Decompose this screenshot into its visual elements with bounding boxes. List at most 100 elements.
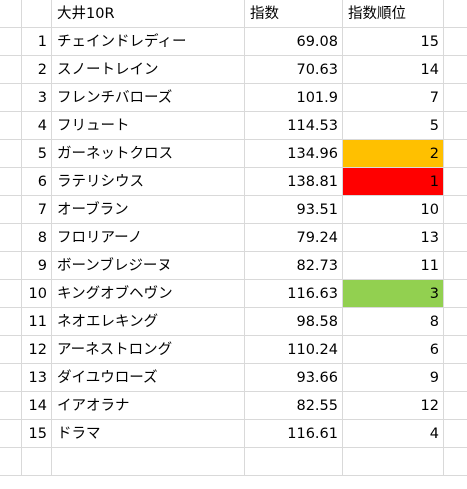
- blank-cell[interactable]: [444, 392, 467, 420]
- blank-cell[interactable]: [0, 0, 22, 28]
- index-value-cell[interactable]: 82.55: [245, 392, 343, 420]
- horse-name-cell[interactable]: ダイユウローズ: [52, 364, 245, 392]
- blank-cell[interactable]: [0, 280, 22, 308]
- row-number-cell[interactable]: 6: [22, 168, 52, 196]
- blank-cell[interactable]: [22, 0, 52, 28]
- row-number-cell[interactable]: 15: [22, 420, 52, 448]
- horse-name-cell[interactable]: イアオラナ: [52, 392, 245, 420]
- blank-cell[interactable]: [0, 84, 22, 112]
- blank-cell[interactable]: [444, 308, 467, 336]
- row-number-cell[interactable]: 1: [22, 28, 52, 56]
- horse-name-cell[interactable]: スノートレイン: [52, 56, 245, 84]
- race-name-header[interactable]: 大井10R: [52, 0, 245, 28]
- blank-cell[interactable]: [0, 420, 22, 448]
- rank-value-cell[interactable]: 10: [343, 196, 444, 224]
- blank-cell[interactable]: [444, 84, 467, 112]
- horse-name-cell[interactable]: アーネストロング: [52, 336, 245, 364]
- blank-cell[interactable]: [444, 224, 467, 252]
- blank-cell[interactable]: [0, 336, 22, 364]
- row-number-cell[interactable]: 13: [22, 364, 52, 392]
- rank-value-cell[interactable]: 5: [343, 112, 444, 140]
- row-number-cell[interactable]: 4: [22, 112, 52, 140]
- blank-cell[interactable]: [444, 56, 467, 84]
- rank-value-cell[interactable]: 2: [343, 140, 444, 168]
- index-value-cell[interactable]: 116.63: [245, 280, 343, 308]
- index-value-cell[interactable]: 98.58: [245, 308, 343, 336]
- blank-cell[interactable]: [343, 448, 444, 476]
- horse-name-cell[interactable]: ネオエレキング: [52, 308, 245, 336]
- index-value-cell[interactable]: 116.61: [245, 420, 343, 448]
- blank-cell[interactable]: [52, 448, 245, 476]
- rank-value-cell[interactable]: 12: [343, 392, 444, 420]
- blank-cell[interactable]: [0, 28, 22, 56]
- horse-name-cell[interactable]: ラテリシウス: [52, 168, 245, 196]
- blank-cell[interactable]: [22, 448, 52, 476]
- index-value-cell[interactable]: 138.81: [245, 168, 343, 196]
- blank-cell[interactable]: [444, 140, 467, 168]
- index-value-cell[interactable]: 93.51: [245, 196, 343, 224]
- blank-cell[interactable]: [444, 280, 467, 308]
- rank-value-cell[interactable]: 15: [343, 28, 444, 56]
- blank-cell[interactable]: [0, 448, 22, 476]
- index-value-cell[interactable]: 70.63: [245, 56, 343, 84]
- horse-name-cell[interactable]: フレンチバローズ: [52, 84, 245, 112]
- row-number-cell[interactable]: 11: [22, 308, 52, 336]
- blank-cell[interactable]: [0, 168, 22, 196]
- rank-header[interactable]: 指数順位: [343, 0, 444, 28]
- index-value-cell[interactable]: 93.66: [245, 364, 343, 392]
- row-number-cell[interactable]: 8: [22, 224, 52, 252]
- blank-cell[interactable]: [444, 420, 467, 448]
- blank-cell[interactable]: [444, 252, 467, 280]
- blank-cell[interactable]: [0, 308, 22, 336]
- blank-cell[interactable]: [245, 448, 343, 476]
- index-value-cell[interactable]: 82.73: [245, 252, 343, 280]
- blank-cell[interactable]: [0, 196, 22, 224]
- blank-cell[interactable]: [444, 448, 467, 476]
- blank-cell[interactable]: [444, 28, 467, 56]
- row-number-cell[interactable]: 5: [22, 140, 52, 168]
- rank-value-cell[interactable]: 11: [343, 252, 444, 280]
- row-number-cell[interactable]: 14: [22, 392, 52, 420]
- blank-cell[interactable]: [0, 140, 22, 168]
- index-value-cell[interactable]: 79.24: [245, 224, 343, 252]
- row-number-cell[interactable]: 12: [22, 336, 52, 364]
- index-value-cell[interactable]: 134.96: [245, 140, 343, 168]
- blank-cell[interactable]: [0, 112, 22, 140]
- rank-value-cell[interactable]: 14: [343, 56, 444, 84]
- rank-value-cell[interactable]: 1: [343, 168, 444, 196]
- blank-cell[interactable]: [444, 0, 467, 28]
- row-number-cell[interactable]: 7: [22, 196, 52, 224]
- blank-cell[interactable]: [0, 252, 22, 280]
- blank-cell[interactable]: [0, 56, 22, 84]
- blank-cell[interactable]: [0, 392, 22, 420]
- row-number-cell[interactable]: 3: [22, 84, 52, 112]
- row-number-cell[interactable]: 2: [22, 56, 52, 84]
- index-value-cell[interactable]: 110.24: [245, 336, 343, 364]
- row-number-cell[interactable]: 10: [22, 280, 52, 308]
- rank-value-cell[interactable]: 8: [343, 308, 444, 336]
- horse-name-cell[interactable]: ガーネットクロス: [52, 140, 245, 168]
- blank-cell[interactable]: [0, 364, 22, 392]
- rank-value-cell[interactable]: 9: [343, 364, 444, 392]
- blank-cell[interactable]: [444, 336, 467, 364]
- index-value-cell[interactable]: 69.08: [245, 28, 343, 56]
- horse-name-cell[interactable]: チェインドレディー: [52, 28, 245, 56]
- rank-value-cell[interactable]: 3: [343, 280, 444, 308]
- index-value-cell[interactable]: 101.9: [245, 84, 343, 112]
- horse-name-cell[interactable]: フリュート: [52, 112, 245, 140]
- rank-value-cell[interactable]: 4: [343, 420, 444, 448]
- row-number-cell[interactable]: 9: [22, 252, 52, 280]
- horse-name-cell[interactable]: ドラマ: [52, 420, 245, 448]
- index-header[interactable]: 指数: [245, 0, 343, 28]
- horse-name-cell[interactable]: キングオブヘヴン: [52, 280, 245, 308]
- blank-cell[interactable]: [444, 168, 467, 196]
- rank-value-cell[interactable]: 7: [343, 84, 444, 112]
- rank-value-cell[interactable]: 13: [343, 224, 444, 252]
- blank-cell[interactable]: [444, 364, 467, 392]
- rank-value-cell[interactable]: 6: [343, 336, 444, 364]
- horse-name-cell[interactable]: ボーンブレジーヌ: [52, 252, 245, 280]
- horse-name-cell[interactable]: フロリアーノ: [52, 224, 245, 252]
- blank-cell[interactable]: [444, 196, 467, 224]
- blank-cell[interactable]: [0, 224, 22, 252]
- blank-cell[interactable]: [444, 112, 467, 140]
